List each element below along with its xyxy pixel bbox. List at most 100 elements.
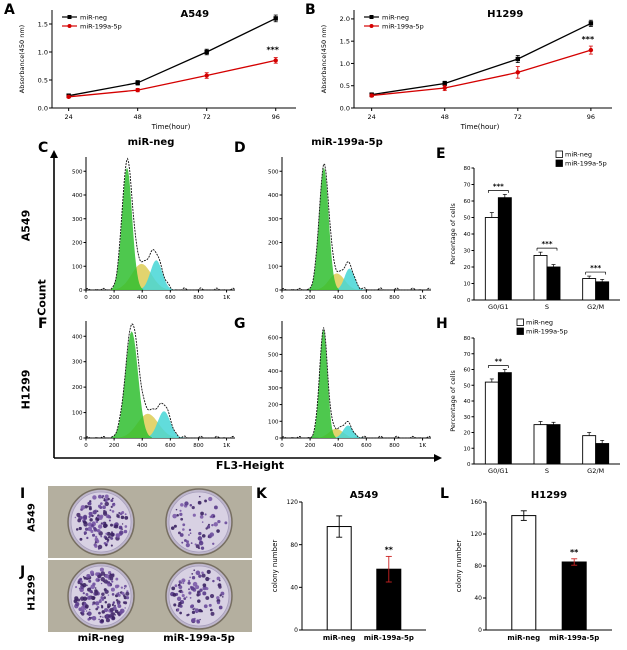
svg-text:200: 200 [109,295,120,301]
svg-text:100: 100 [72,264,83,270]
svg-text:200: 200 [268,403,279,409]
svg-text:120: 120 [471,531,483,538]
svg-text:72: 72 [514,113,522,121]
flow-row-label-h1299: H1299 [19,369,33,410]
svg-text:600: 600 [165,295,176,301]
panel-letter-j: J [20,564,26,580]
panel-f-flow-histogram: 0 100 200 300 400 0 200 400 600 800 1K [62,316,240,452]
svg-text:0.5: 0.5 [38,76,48,84]
colony-column-label-mir-199a-5p: miR-199a-5p [163,633,235,644]
svg-text:20: 20 [464,265,471,271]
svg-text:300: 300 [268,217,279,223]
svg-text:1K: 1K [419,295,426,301]
svg-text:miR-neg: miR-neg [565,151,592,159]
svg-text:miR-199a-5p: miR-199a-5p [80,22,122,30]
svg-text:Percentage of cells: Percentage of cells [449,370,457,432]
svg-text:0: 0 [275,436,279,442]
svg-text:400: 400 [333,443,344,449]
svg-text:600: 600 [361,295,372,301]
svg-text:500: 500 [268,169,279,175]
panel-letter-a: A [4,2,15,18]
svg-text:A549: A549 [350,490,379,501]
svg-text:1.0: 1.0 [340,60,350,68]
panel-l-colony-number-chart: 0 40 80 120 160 colony number H1299 miR-neg miR-… [452,488,620,648]
svg-text:80: 80 [290,542,298,549]
svg-text:800: 800 [193,295,204,301]
svg-text:600: 600 [361,443,372,449]
panel-letter-e: E [436,146,446,162]
svg-text:1K: 1K [419,443,426,449]
svg-text:miR-neg: miR-neg [323,634,356,642]
svg-text:20: 20 [464,431,471,437]
panel-letter-f: F [38,316,48,332]
svg-text:miR-199a-5p: miR-199a-5p [364,634,414,642]
colony-column-label-mir-neg: miR-neg [77,633,125,644]
svg-text:200: 200 [109,443,120,449]
svg-text:***: *** [590,264,601,272]
svg-text:0: 0 [478,627,482,634]
svg-text:**: ** [385,545,394,554]
svg-text:48: 48 [134,113,142,121]
svg-text:300: 300 [268,386,279,392]
svg-text:0.0: 0.0 [340,104,350,112]
svg-text:S: S [545,467,549,475]
svg-text:10: 10 [464,446,471,452]
svg-text:100: 100 [268,419,279,425]
panel-e-cell-cycle-bar-chart: 0 10 20 30 40 50 60 70 80 Percentage of cells G0/G… [448,148,622,316]
panel-letter-c: C [38,140,49,156]
svg-text:30: 30 [464,249,471,255]
svg-text:200: 200 [72,241,83,247]
svg-text:40: 40 [464,399,471,405]
svg-text:50: 50 [464,383,471,389]
svg-text:1K: 1K [223,295,230,301]
svg-text:70: 70 [464,352,471,358]
svg-text:60: 60 [464,368,471,374]
panel-h-cell-cycle-bar-chart: 0 10 20 30 40 50 60 70 80 Percentage of cells G0/G… [448,318,622,480]
svg-text:400: 400 [137,295,148,301]
svg-text:miR-neg: miR-neg [526,319,553,327]
svg-text:0: 0 [294,627,298,634]
svg-text:0: 0 [467,298,471,304]
svg-text:400: 400 [72,193,83,199]
panel-letter-k: K [256,486,267,502]
svg-text:500: 500 [72,169,83,175]
svg-text:10: 10 [464,282,471,288]
svg-text:miR-199a-5p: miR-199a-5p [565,160,607,168]
panel-letter-h: H [436,316,448,332]
panel-j-colony-photo [48,560,252,632]
svg-text:miR-neg: miR-neg [382,13,409,21]
svg-text:400: 400 [333,295,344,301]
svg-text:70: 70 [464,183,471,189]
panel-b-growth-curve-chart: 0.0 0.5 1.0 1.5 2.0 24 48 72 96 Time(hour) Absorba… [318,2,618,132]
svg-text:600: 600 [165,443,176,449]
svg-text:24: 24 [65,113,73,121]
svg-text:800: 800 [193,443,204,449]
svg-text:50: 50 [464,216,471,222]
svg-text:colony number: colony number [271,540,279,593]
panel-a-growth-curve-chart: 0.0 0.5 1.0 1.5 24 48 72 96 Time(hour) Absorbance… [16,2,302,132]
svg-text:***: *** [493,182,504,190]
panel-letter-i: I [20,486,26,502]
panel-d-flow-histogram: 0 100 200 300 400 500 0 200 400 600 800 1K [258,152,436,304]
svg-text:**: ** [495,358,503,366]
svg-text:800: 800 [389,295,400,301]
svg-text:30: 30 [464,415,471,421]
svg-text:200: 200 [305,443,316,449]
panel-g-flow-histogram: 0 100 200 300 400 500 600 0 200 400 600 800 1K [258,316,436,452]
svg-text:80: 80 [464,166,471,172]
svg-text:200: 200 [268,241,279,247]
flow-row-label-a549: A549 [19,209,33,242]
svg-text:0: 0 [84,295,88,301]
svg-text:G0/G1: G0/G1 [488,303,509,311]
svg-text:1K: 1K [223,443,230,449]
svg-text:400: 400 [72,334,83,340]
svg-text:0: 0 [84,443,88,449]
svg-text:colony number: colony number [455,540,463,593]
svg-text:160: 160 [471,499,483,506]
svg-text:48: 48 [441,113,449,121]
svg-text:0: 0 [467,462,471,468]
svg-text:1.5: 1.5 [38,20,48,28]
colony-row-label-a549: A549 [26,503,38,532]
svg-text:80: 80 [474,563,482,570]
svg-text:G2/M: G2/M [587,303,604,311]
